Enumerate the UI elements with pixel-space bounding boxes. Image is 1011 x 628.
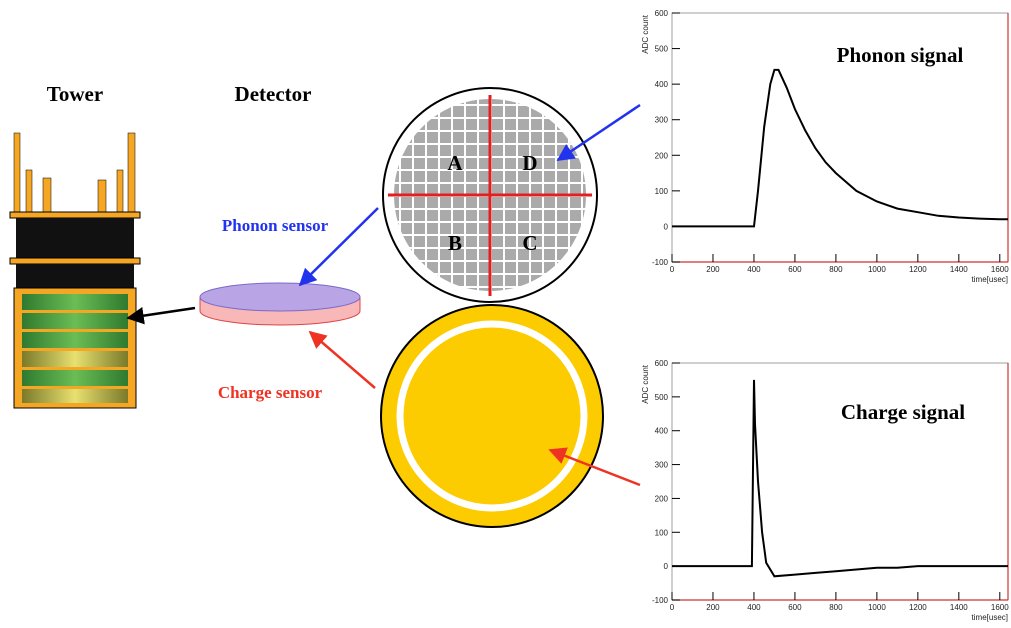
x-tick-label: 600 bbox=[788, 603, 802, 612]
y-tick-label: 300 bbox=[655, 116, 669, 125]
y-tick-label: 200 bbox=[655, 494, 669, 503]
x-tick-label: 0 bbox=[670, 603, 675, 612]
x-tick-label: 1000 bbox=[868, 265, 886, 274]
signal-line bbox=[672, 68, 1008, 228]
y-tick-label: 200 bbox=[655, 151, 669, 160]
chart-title: Phonon signal bbox=[837, 43, 964, 67]
y-tick-label: 500 bbox=[655, 45, 669, 54]
x-tick-label: 200 bbox=[706, 603, 720, 612]
quadrant-label: B bbox=[448, 231, 462, 255]
x-tick-label: 1400 bbox=[950, 603, 968, 612]
x-tick-label: 1600 bbox=[991, 603, 1009, 612]
x-tick-label: 0 bbox=[670, 265, 675, 274]
tower-label: Tower bbox=[47, 82, 103, 106]
signal-line bbox=[672, 379, 1008, 578]
y-tick-label: 600 bbox=[655, 9, 669, 18]
x-tick-label: 800 bbox=[829, 603, 843, 612]
x-tick-label: 400 bbox=[747, 603, 761, 612]
y-tick-label: 0 bbox=[664, 222, 669, 231]
x-tick-label: 1200 bbox=[909, 603, 927, 612]
detector-label: Detector bbox=[235, 82, 312, 106]
x-tick-label: 1400 bbox=[950, 265, 968, 274]
x-tick-label: 600 bbox=[788, 265, 802, 274]
x-axis-label: time[usec] bbox=[972, 613, 1008, 622]
y-tick-label: 500 bbox=[655, 393, 669, 402]
arrows bbox=[126, 103, 641, 487]
y-tick-label: 600 bbox=[655, 359, 669, 368]
x-axis-label: time[usec] bbox=[972, 275, 1008, 284]
x-tick-label: 400 bbox=[747, 265, 761, 274]
chart-title: Charge signal bbox=[841, 400, 965, 424]
x-tick-label: 1000 bbox=[868, 603, 886, 612]
quadrant-label: D bbox=[522, 151, 537, 175]
x-tick-label: 800 bbox=[829, 265, 843, 274]
y-tick-label: 300 bbox=[655, 461, 669, 470]
x-tick-label: 1200 bbox=[909, 265, 927, 274]
detector-disk bbox=[199, 282, 361, 326]
tower bbox=[9, 132, 141, 409]
phonon-sensor-label: Phonon sensor bbox=[222, 216, 329, 235]
y-tick-label: 100 bbox=[655, 187, 669, 196]
quadrant-label: C bbox=[522, 231, 537, 255]
phonon-detector bbox=[382, 87, 598, 303]
y-tick-label: -100 bbox=[652, 258, 669, 267]
y-tick-label: 100 bbox=[655, 528, 669, 537]
charge-sensor-label: Charge sensor bbox=[218, 383, 323, 402]
x-tick-label: 200 bbox=[706, 265, 720, 274]
charge-detector bbox=[380, 304, 604, 528]
y-tick-label: -100 bbox=[652, 596, 669, 605]
plot-frame bbox=[671, 362, 1009, 601]
y-tick-label: 400 bbox=[655, 427, 669, 436]
y-tick-label: 400 bbox=[655, 80, 669, 89]
y-axis-label: ADC count bbox=[641, 14, 650, 53]
y-tick-label: 0 bbox=[664, 562, 669, 571]
x-tick-label: 1600 bbox=[991, 265, 1009, 274]
y-axis-label: ADC count bbox=[641, 364, 650, 403]
quadrant-label: A bbox=[447, 151, 463, 175]
